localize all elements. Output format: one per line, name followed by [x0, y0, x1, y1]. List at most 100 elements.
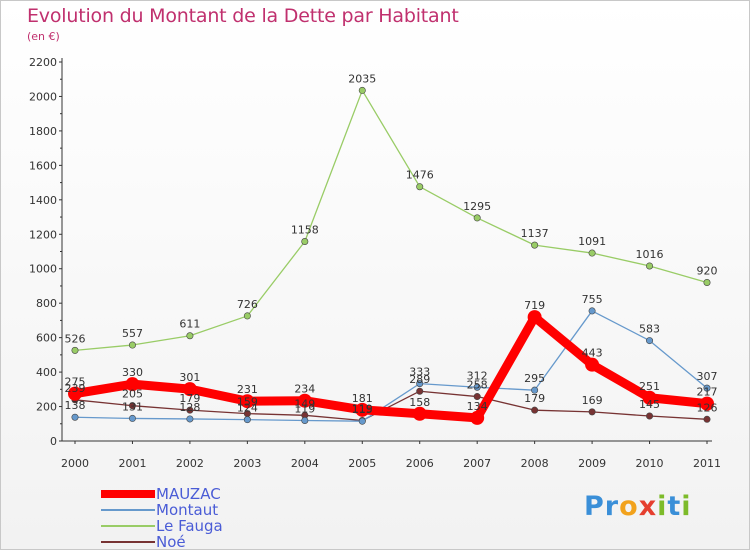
legend-swatch — [101, 541, 155, 543]
data-label: 726 — [237, 298, 258, 311]
data-label: 234 — [294, 383, 315, 396]
data-point — [125, 377, 140, 392]
data-label: 301 — [179, 371, 200, 384]
data-point — [128, 341, 136, 349]
logo-letter: t — [667, 491, 682, 522]
data-point — [703, 279, 711, 287]
data-label: 1091 — [578, 235, 606, 248]
proxiti-logo: Proxiti — [584, 491, 692, 522]
logo-letter: r — [604, 491, 620, 522]
data-point — [240, 394, 255, 409]
data-label: 1016 — [636, 248, 664, 261]
data-label: 251 — [639, 380, 660, 393]
data-label: 149 — [294, 397, 315, 410]
data-label: 443 — [582, 347, 603, 360]
x-tick-label: 2011 — [693, 457, 721, 470]
x-tick-label: 2009 — [578, 457, 606, 470]
data-point — [68, 386, 82, 401]
y-tick-label: 0 — [50, 435, 57, 448]
x-tick-label: 2007 — [463, 457, 491, 470]
y-tick-label: 200 — [36, 401, 57, 414]
data-label: 1476 — [406, 169, 434, 182]
legend-label: Montaut — [156, 501, 219, 519]
data-label: 755 — [582, 293, 603, 306]
y-tick-label: 2200 — [29, 56, 57, 69]
data-point — [531, 406, 539, 414]
chart-title: Evolution du Montant de la Dette par Hab… — [27, 5, 459, 27]
x-tick-label: 2000 — [61, 457, 89, 470]
data-point — [301, 238, 309, 246]
series-line-no — [74, 390, 708, 422]
data-point — [128, 414, 136, 422]
data-label: 307 — [697, 370, 718, 383]
data-point — [473, 383, 481, 391]
data-label: 258 — [467, 379, 488, 392]
data-point — [186, 406, 194, 414]
y-tick-label: 800 — [36, 297, 57, 310]
logo-letter: i — [681, 491, 692, 522]
data-point — [128, 402, 136, 410]
y-tick-label: 1400 — [29, 194, 57, 207]
data-label: 217 — [697, 386, 718, 399]
data-point — [301, 416, 309, 424]
data-label: 169 — [582, 394, 603, 407]
data-label: 158 — [409, 396, 430, 409]
data-point — [531, 386, 539, 394]
data-point — [355, 402, 370, 417]
data-label: 526 — [65, 332, 86, 345]
legend-swatch — [101, 490, 155, 498]
legend-swatch — [101, 525, 155, 527]
data-label: 920 — [697, 265, 718, 278]
data-label: 115 — [352, 403, 373, 416]
y-tick-label: 600 — [36, 332, 57, 345]
data-label: 124 — [237, 402, 258, 415]
x-tick-label: 2008 — [521, 457, 549, 470]
data-label: 611 — [179, 318, 200, 331]
legend-label: Le Fauga — [156, 517, 223, 535]
data-point — [416, 183, 424, 191]
data-point — [588, 307, 596, 315]
data-point — [700, 396, 714, 411]
data-point — [703, 415, 711, 423]
data-label: 1158 — [291, 224, 319, 237]
data-point — [473, 214, 481, 222]
data-label: 159 — [237, 396, 258, 409]
data-point — [646, 337, 654, 345]
logo-letter: P — [584, 491, 605, 522]
series-line-mauzac — [74, 312, 708, 423]
data-label: 138 — [65, 399, 86, 412]
data-label: 128 — [179, 401, 200, 414]
x-tick-label: 2004 — [291, 457, 319, 470]
data-label: 134 — [467, 400, 488, 413]
data-point — [531, 241, 539, 249]
data-point — [182, 382, 197, 397]
data-point — [588, 249, 596, 257]
legend-swatch — [101, 509, 155, 511]
logo-letter: x — [638, 491, 658, 522]
data-label: 557 — [122, 327, 143, 340]
data-point — [358, 86, 366, 94]
series-line-montaut — [74, 310, 708, 422]
data-point — [585, 357, 600, 372]
data-point — [243, 416, 251, 424]
data-label: 205 — [122, 388, 143, 401]
data-label: 330 — [122, 366, 143, 379]
data-label: 239 — [65, 382, 86, 395]
data-label: 1137 — [521, 227, 549, 240]
data-point — [527, 310, 542, 325]
logo-letter: o — [619, 491, 639, 522]
y-tick-label: 1200 — [29, 228, 57, 241]
x-tick-label: 2001 — [118, 457, 146, 470]
data-label: 119 — [294, 402, 315, 415]
logo-letter: i — [657, 491, 668, 522]
data-label: 145 — [639, 398, 660, 411]
data-label: 179 — [179, 392, 200, 405]
data-label: 126 — [697, 401, 718, 414]
data-label: 719 — [524, 299, 545, 312]
data-point — [412, 406, 427, 421]
y-tick-label: 400 — [36, 366, 57, 379]
data-label: 2035 — [348, 72, 376, 85]
data-point — [416, 380, 424, 388]
